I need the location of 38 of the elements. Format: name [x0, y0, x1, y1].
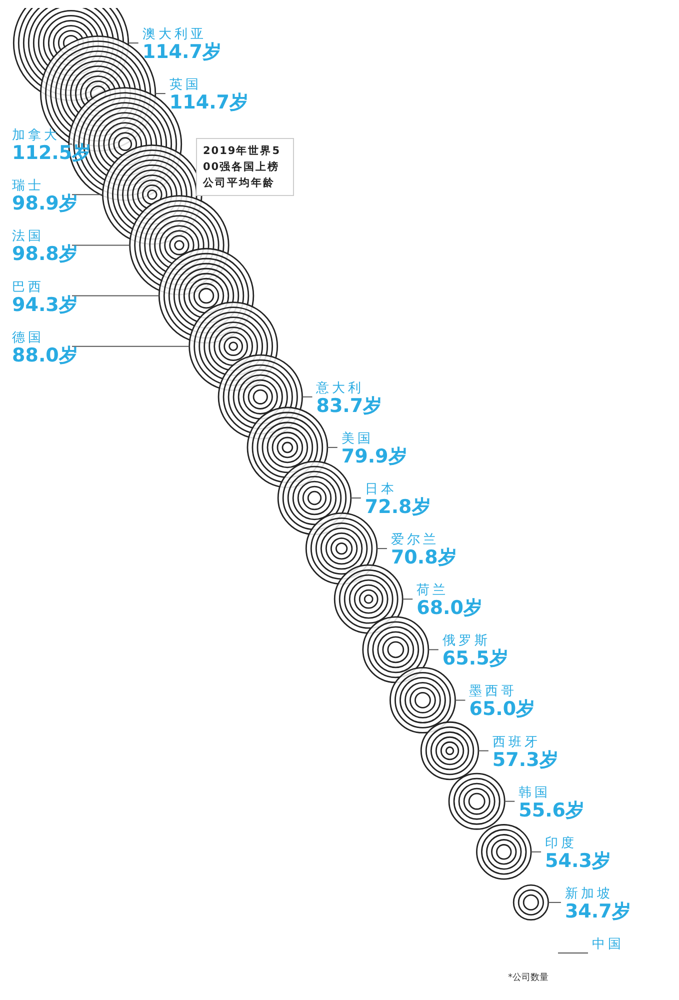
category-label: 英国 — [169, 78, 198, 93]
category-label: 瑞士 — [12, 178, 41, 194]
data-label: 94.3岁 — [12, 294, 78, 316]
text: 2019年世界500强各国上榜公司平均年龄 — [196, 138, 294, 196]
category-label: 巴西 — [12, 280, 41, 295]
data-label: 114.7岁 — [142, 41, 222, 63]
data-label: 114.7岁 — [169, 92, 249, 114]
category-label: 中国 — [592, 937, 621, 952]
category-label: 澳大利亚 — [142, 27, 204, 42]
category-label: 新加坡 — [564, 886, 610, 902]
data-label: 57.3岁 — [492, 748, 558, 771]
data-label: 72.8岁 — [364, 496, 431, 518]
data-label: 83.7岁 — [316, 394, 382, 417]
data-label: 98.9岁 — [12, 192, 78, 215]
category-label: 西班牙 — [492, 734, 538, 750]
category-label: 日本 — [364, 482, 394, 497]
data-label: 34.7岁 — [564, 900, 631, 922]
data-label: 68.0岁 — [416, 597, 482, 620]
category-label: 爱尔兰 — [390, 532, 436, 548]
category-label: 墨西哥 — [469, 684, 514, 700]
data-label: 88.0岁 — [12, 344, 78, 366]
category-label: 法国 — [12, 229, 41, 244]
data-label: 54.3岁 — [545, 850, 611, 872]
text: *公司数量 — [508, 972, 548, 983]
category-label: 德国 — [12, 330, 41, 346]
category-label: 俄罗斯 — [442, 634, 488, 649]
category-label: 印度 — [545, 834, 574, 851]
category-label: 韩国 — [518, 785, 548, 800]
category-label: 意大利 — [315, 380, 362, 396]
category-label: 荷兰 — [416, 583, 446, 598]
data-label: 98.8岁 — [12, 243, 78, 266]
category-label: 加拿大 — [12, 128, 57, 144]
data-label: 65.5岁 — [442, 648, 508, 670]
data-label: 79.9岁 — [341, 445, 408, 468]
data-label: 65.0岁 — [469, 698, 536, 720]
data-label: 70.8岁 — [390, 546, 457, 569]
category-label: 美国 — [341, 430, 370, 446]
data-label: 55.6岁 — [518, 799, 585, 822]
